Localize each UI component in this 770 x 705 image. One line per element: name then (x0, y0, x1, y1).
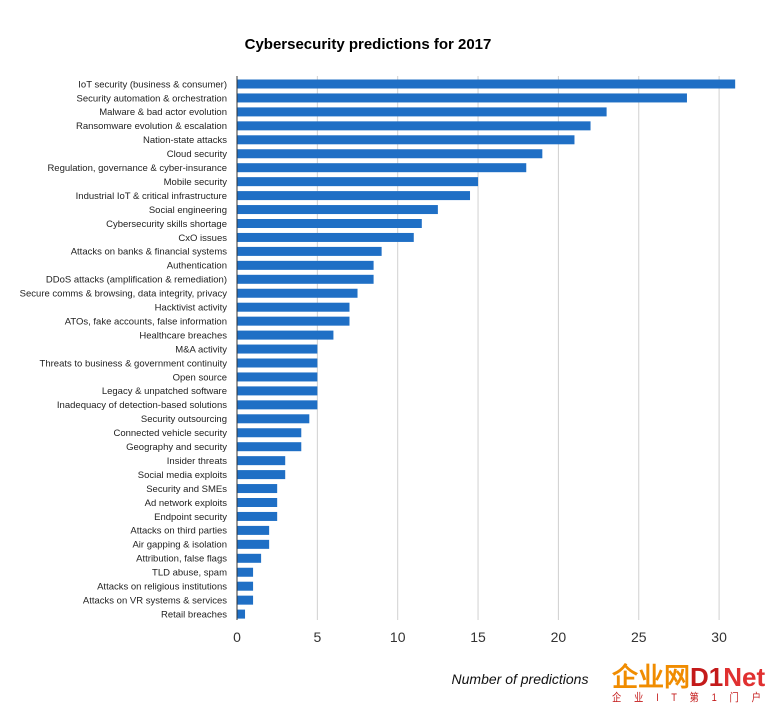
category-label: Malware & bad actor evolution (99, 107, 227, 118)
bar (237, 149, 543, 159)
category-label: Attacks on VR systems & services (83, 595, 227, 606)
bar (237, 232, 414, 242)
x-tick-label: 0 (233, 629, 241, 645)
watermark-logo-part: D1 (690, 662, 723, 692)
bar (237, 121, 591, 131)
category-label: Endpoint security (154, 512, 227, 523)
x-tick-label: 10 (390, 629, 406, 645)
category-label: Legacy & unpatched software (102, 386, 227, 397)
category-label: Air gapping & isolation (132, 540, 227, 551)
bar (237, 191, 471, 201)
bar (237, 400, 318, 410)
watermark-logo-part: Net (723, 662, 765, 692)
bar (237, 372, 318, 382)
bar (237, 442, 302, 452)
watermark-logo-text: 企业网D1Net (612, 662, 766, 692)
bar (237, 93, 687, 103)
bar (237, 163, 527, 173)
bar (237, 344, 318, 354)
bar (237, 205, 438, 215)
category-label: CxO issues (178, 233, 227, 244)
bar (237, 260, 374, 270)
x-axis-label: Number of predictions (452, 671, 589, 687)
category-label: Attacks on religious institutions (97, 582, 227, 593)
bar (237, 553, 262, 563)
category-label: Nation-state attacks (143, 135, 227, 146)
category-label: Inadequacy of detection-based solutions (57, 400, 227, 411)
category-label: Security and SMEs (146, 484, 227, 495)
bar (237, 511, 278, 521)
bar (237, 302, 350, 312)
category-label: Cloud security (167, 149, 227, 160)
bar (237, 358, 318, 368)
category-label: Retail breaches (161, 609, 227, 620)
category-label: ATOs, fake accounts, false information (65, 316, 227, 327)
watermark-logo: 企业网D1Net 企 业 I T 第 1 门 户 (612, 662, 766, 704)
category-label: Geography and security (126, 442, 227, 453)
bar (237, 177, 479, 187)
category-label: Secure comms & browsing, data integrity,… (20, 289, 228, 300)
watermark-tagline: 企 业 I T 第 1 门 户 (612, 690, 766, 704)
category-label: Threats to business & government continu… (40, 358, 228, 369)
category-label: Open source (173, 372, 227, 383)
category-label: Industrial IoT & critical infrastructure (76, 191, 227, 202)
category-label: Hacktivist activity (155, 303, 228, 314)
bar (237, 581, 254, 591)
bar (237, 79, 736, 89)
x-tick-label: 20 (551, 629, 567, 645)
bar (237, 595, 254, 605)
category-label: Ad network exploits (145, 498, 228, 509)
category-label: Attacks on banks & financial systems (71, 247, 228, 258)
bar (237, 414, 310, 424)
category-labels: IoT security (business & consumer) Securi… (20, 79, 228, 620)
bar (237, 107, 607, 117)
bar (237, 456, 286, 466)
x-tick-label: 25 (631, 629, 647, 645)
category-label: Social engineering (149, 205, 227, 216)
category-label: IoT security (business & consumer) (78, 79, 227, 90)
bar (237, 470, 286, 480)
category-label: Connected vehicle security (113, 428, 227, 439)
category-label: TLD abuse, spam (152, 568, 227, 579)
category-label: Insider threats (167, 456, 227, 467)
category-label: Social media exploits (138, 470, 227, 481)
category-label: Attribution, false flags (136, 554, 227, 565)
category-label: DDoS attacks (amplification & remediatio… (46, 275, 227, 286)
category-label: Authentication (167, 261, 227, 272)
category-label: Ransomware evolution & escalation (76, 121, 227, 132)
bar (237, 135, 575, 145)
bar (237, 246, 382, 256)
bar (237, 386, 318, 396)
bar (237, 288, 358, 298)
category-label: Security automation & orchestration (77, 93, 228, 104)
bar (237, 498, 278, 507)
bar (237, 539, 270, 549)
x-axis-ticks: 0 5 10 15 20 25 30 (233, 629, 727, 645)
bar (237, 484, 278, 494)
bar (237, 330, 334, 340)
category-label: Mobile security (164, 177, 228, 188)
chart-title: Cybersecurity predictions for 2017 (245, 36, 492, 53)
bar (237, 567, 254, 577)
category-label: Cybersecurity skills shortage (106, 219, 227, 230)
watermark-logo-part: 企业网 (612, 662, 690, 692)
bar (237, 428, 302, 438)
category-label: Healthcare breaches (139, 330, 227, 341)
x-tick-label: 15 (470, 629, 486, 645)
bar (237, 219, 422, 228)
category-label: Security outsourcing (141, 414, 227, 425)
bar (237, 609, 246, 619)
category-label: M&A activity (175, 344, 227, 355)
bar (237, 316, 350, 326)
bars (237, 79, 736, 619)
category-label: Regulation, governance & cyber-insurance (47, 163, 227, 174)
bar (237, 274, 374, 284)
category-label: Attacks on third parties (130, 526, 227, 537)
x-tick-label: 30 (711, 629, 727, 645)
bar (237, 525, 270, 535)
x-tick-label: 5 (313, 629, 321, 645)
